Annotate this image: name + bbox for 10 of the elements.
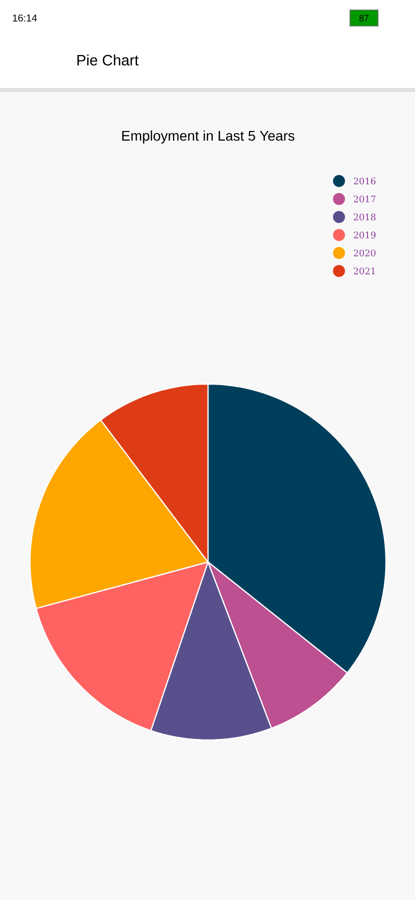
legend-label: 2020 [354, 250, 376, 256]
text: 87 [359, 14, 369, 22]
legend-label: 2019 [354, 232, 376, 238]
legend-label: 2017 [354, 196, 376, 202]
legend-label: 2018 [354, 214, 376, 220]
chart-title: Employment in Last 5 Years [122, 130, 294, 144]
legend-label: 2016 [354, 178, 376, 184]
text: Pie Chart [77, 54, 139, 66]
legend-label: 2021 [354, 268, 375, 274]
text: 16:14 [12, 14, 37, 22]
